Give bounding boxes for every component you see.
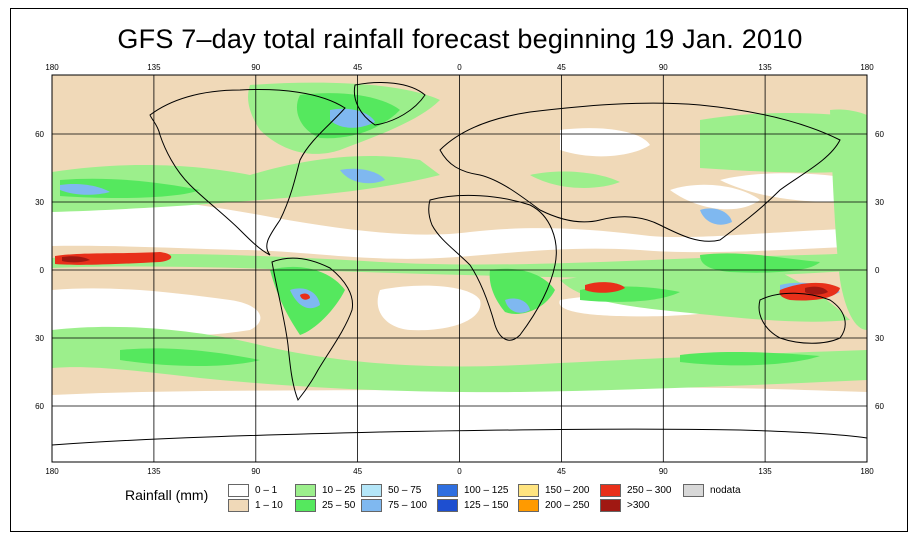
lon-tick-bottom: 135 bbox=[147, 467, 161, 476]
legend-label: >300 bbox=[627, 500, 650, 511]
lon-tick-bottom: 45 bbox=[353, 467, 362, 476]
legend-label: 100 – 125 bbox=[464, 485, 509, 496]
lon-tick-top: 90 bbox=[251, 63, 260, 72]
legend-label: 0 – 1 bbox=[255, 485, 278, 496]
lon-tick-top: 180 bbox=[45, 63, 59, 72]
legend-swatch bbox=[361, 484, 382, 497]
legend-label: 250 – 300 bbox=[627, 485, 672, 496]
legend-label: 1 – 10 bbox=[255, 500, 283, 511]
lon-tick-bottom: 180 bbox=[860, 467, 874, 476]
legend-label: 25 – 50 bbox=[322, 500, 356, 511]
maximum-rain-areas bbox=[62, 256, 828, 295]
legend-swatch bbox=[683, 484, 704, 497]
north-america-outline bbox=[149, 89, 346, 256]
legend-swatch bbox=[361, 499, 382, 512]
europe-asia-outline bbox=[439, 102, 841, 242]
lon-tick-bottom: 0 bbox=[457, 467, 462, 476]
legend-title: Rainfall (mm) bbox=[125, 487, 209, 503]
lat-tick-right: 0 bbox=[875, 266, 880, 275]
legend-label: 125 – 150 bbox=[464, 500, 509, 511]
lat-tick-left: 30 bbox=[35, 334, 44, 343]
south-america-outline bbox=[271, 257, 354, 401]
legend-swatch bbox=[518, 484, 539, 497]
lon-tick-bottom: 45 bbox=[557, 467, 566, 476]
lon-tick-top: 0 bbox=[457, 63, 462, 72]
right-latitude-labels: 60 30 0 30 60 bbox=[875, 130, 884, 411]
legend-label: 10 – 25 bbox=[322, 485, 356, 496]
legend-label: 150 – 200 bbox=[545, 485, 590, 496]
legend-swatch bbox=[295, 499, 316, 512]
lon-tick-top: 135 bbox=[758, 63, 772, 72]
legend-swatch bbox=[295, 484, 316, 497]
coastlines bbox=[52, 81, 867, 446]
map-title: GFS 7–day total rainfall forecast beginn… bbox=[117, 24, 803, 54]
top-longitude-labels: 180 135 90 45 0 45 90 135 180 bbox=[45, 63, 874, 72]
legend-label: nodata bbox=[710, 485, 741, 496]
lat-tick-left: 0 bbox=[40, 266, 45, 275]
lon-tick-top: 45 bbox=[353, 63, 362, 72]
lat-tick-left: 60 bbox=[35, 130, 44, 139]
legend-swatch bbox=[228, 499, 249, 512]
lat-tick-right: 30 bbox=[875, 334, 884, 343]
lat-tick-right: 30 bbox=[875, 198, 884, 207]
legend-swatch bbox=[600, 499, 621, 512]
legend-label: 75 – 100 bbox=[388, 500, 427, 511]
lat-tick-right: 60 bbox=[875, 402, 884, 411]
lon-tick-top: 45 bbox=[557, 63, 566, 72]
africa-outline bbox=[428, 194, 557, 341]
legend-swatch bbox=[600, 484, 621, 497]
lon-tick-top: 180 bbox=[860, 63, 874, 72]
lon-tick-bottom: 90 bbox=[251, 467, 260, 476]
extreme-rain-areas bbox=[55, 252, 840, 301]
figure-frame bbox=[10, 8, 908, 532]
lon-tick-top: 90 bbox=[659, 63, 668, 72]
legend-swatch bbox=[228, 484, 249, 497]
graticule bbox=[52, 75, 867, 462]
legend-swatch bbox=[437, 484, 458, 497]
lat-tick-right: 60 bbox=[875, 130, 884, 139]
left-latitude-labels: 60 30 0 30 60 bbox=[35, 130, 44, 411]
lon-tick-bottom: 180 bbox=[45, 467, 59, 476]
greenland-outline bbox=[353, 81, 426, 126]
lon-tick-bottom: 135 bbox=[758, 467, 772, 476]
bottom-longitude-labels: 180 135 90 45 0 45 90 135 180 bbox=[45, 467, 874, 476]
lon-tick-top: 135 bbox=[147, 63, 161, 72]
legend-label: 200 – 250 bbox=[545, 500, 590, 511]
lon-tick-bottom: 90 bbox=[659, 467, 668, 476]
map-border bbox=[51, 74, 868, 463]
legend-label: 50 – 75 bbox=[388, 485, 422, 496]
lat-tick-left: 30 bbox=[35, 198, 44, 207]
legend-swatch bbox=[518, 499, 539, 512]
lat-tick-left: 60 bbox=[35, 402, 44, 411]
legend-swatch bbox=[437, 499, 458, 512]
antarctica-outline bbox=[52, 428, 867, 446]
